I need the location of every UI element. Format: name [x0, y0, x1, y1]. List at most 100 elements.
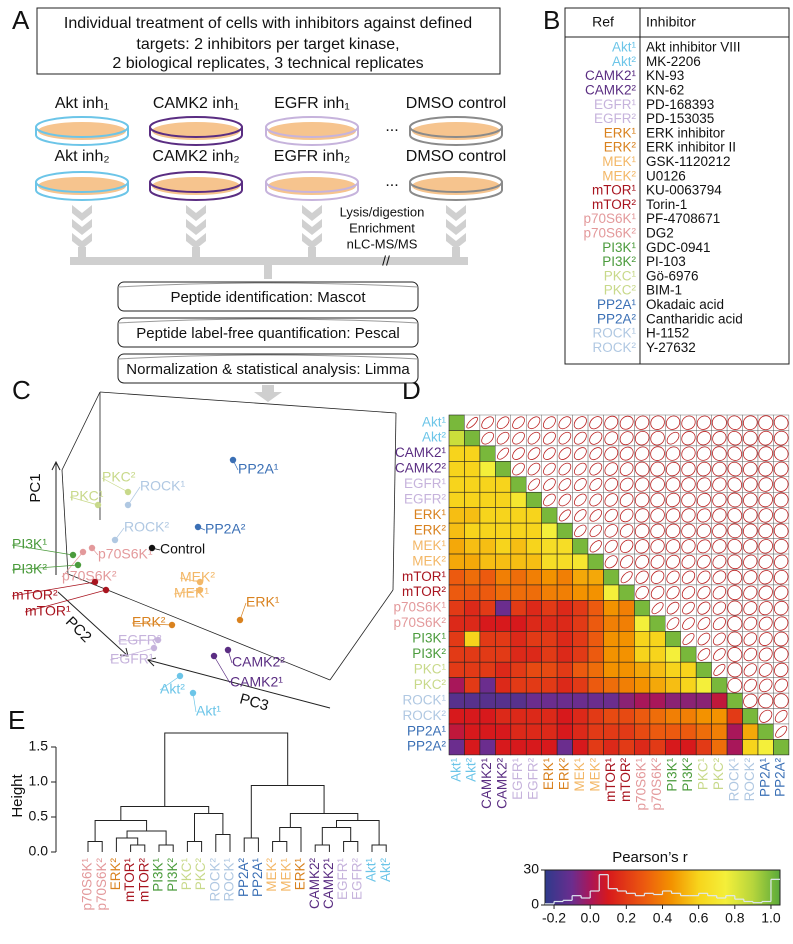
- heatmap-cell: [742, 723, 759, 740]
- upper-cell: [742, 492, 759, 508]
- upper-cell: [757, 414, 774, 431]
- dish-wall: [149, 127, 243, 146]
- leaf-label: PKC²: [193, 858, 208, 891]
- upper-cell: [726, 430, 743, 447]
- column-label: EGFR²: [526, 757, 541, 800]
- upper-cell: [680, 430, 697, 447]
- color-key: [544, 869, 781, 906]
- correlation-ellipse: [589, 493, 603, 507]
- heatmap-cell: [556, 708, 573, 725]
- upper-cell: [711, 414, 728, 431]
- point-label: PI3K¹: [12, 536, 47, 552]
- heatmap-cell: [587, 723, 604, 740]
- correlation-ellipse: [543, 493, 556, 507]
- heatmap-cell: [541, 584, 558, 601]
- key-x-tick-label: 0.0: [580, 910, 600, 926]
- flow-stem: [78, 247, 86, 261]
- correlation-ellipse: [543, 478, 556, 491]
- column-label: ERK²: [556, 757, 571, 790]
- heatmap-cell: [495, 646, 512, 663]
- upper-cell: [665, 553, 681, 570]
- cube-edge: [99, 391, 397, 414]
- table-inhibitor: ERK inhibitor II: [646, 140, 736, 155]
- heatmap-cell: [618, 708, 635, 725]
- correlation-ellipse: [558, 416, 572, 430]
- upper-cell: [634, 507, 651, 524]
- heatmap-cell: [572, 600, 589, 617]
- dish-label: DMSO control: [406, 148, 506, 165]
- heatmap-cell: [510, 677, 527, 694]
- dendrogram-link: [215, 834, 231, 852]
- upper-cell: [665, 414, 681, 431]
- leaf-label: CAMK2²: [307, 858, 322, 910]
- leaf-label: p70S6K¹: [80, 858, 95, 911]
- heatmap-cell: [541, 538, 558, 555]
- point-leader: [11, 581, 96, 597]
- correlation-ellipse: [634, 523, 650, 539]
- table-ref: p70S6K²: [583, 225, 636, 240]
- correlation-ellipse: [727, 446, 743, 461]
- correlation-ellipse: [712, 554, 727, 569]
- table-inhibitor: Gö-6976: [646, 268, 699, 283]
- correlation-ellipse: [558, 478, 572, 491]
- correlation-ellipse: [773, 461, 789, 477]
- upper-cell: [665, 584, 681, 601]
- correlation-ellipse: [696, 477, 712, 492]
- upper-cell: [726, 522, 743, 539]
- heatmap-cell: [495, 522, 512, 539]
- upper-cell: [742, 414, 759, 431]
- heatmap-cell: [479, 646, 496, 663]
- heatmap-cell: [479, 522, 496, 539]
- heatmap-cell: [634, 723, 651, 740]
- upper-cell: [711, 600, 728, 617]
- correlation-ellipse: [773, 538, 789, 554]
- upper-cell: [495, 445, 512, 462]
- correlation-ellipse: [681, 554, 696, 569]
- heatmap-cell: [680, 708, 697, 725]
- correlation-ellipse: [711, 415, 727, 431]
- correlation-ellipse: [527, 416, 541, 430]
- heatmap-cell: [525, 553, 542, 570]
- correlation-ellipse: [774, 709, 788, 723]
- upper-cell: [665, 476, 681, 493]
- upper-cell: [742, 507, 759, 524]
- upper-cell: [742, 692, 759, 709]
- correlation-ellipse: [696, 446, 712, 461]
- upper-cell: [726, 600, 743, 617]
- pca-point: [94, 501, 102, 509]
- diagonal-cell: [556, 522, 573, 539]
- upper-cell: [711, 569, 728, 586]
- correlation-ellipse: [743, 492, 758, 508]
- heatmap-cell: [495, 538, 512, 555]
- upper-cell: [649, 584, 666, 601]
- heatmap-cell: [556, 600, 573, 617]
- correlation-ellipse: [774, 616, 789, 631]
- correlation-ellipse: [542, 431, 556, 445]
- heatmap-cell: [634, 630, 651, 648]
- correlation-ellipse: [681, 492, 696, 508]
- correlation-ellipse: [666, 586, 680, 600]
- heatmap-cell: [495, 739, 512, 756]
- upper-cell: [665, 445, 681, 462]
- correlation-ellipse: [542, 416, 556, 430]
- correlation-ellipse: [604, 524, 618, 538]
- heatmap-cell: [634, 615, 651, 632]
- heatmap-cell: [525, 538, 542, 555]
- heatmap-cell: [525, 646, 542, 663]
- heatmap-cell: [603, 739, 620, 756]
- heatmap-cell: [603, 600, 620, 617]
- table-frame: [564, 7, 790, 365]
- heatmap-cell: [711, 708, 728, 725]
- flow-arrow: [446, 205, 466, 221]
- upper-cell: [757, 631, 774, 647]
- heatmap-cell: [649, 708, 666, 725]
- leaf-label: PP2A¹: [250, 858, 265, 898]
- table-ref: PKC¹: [604, 268, 637, 283]
- heatmap-cell: [541, 646, 558, 663]
- heatmap-cell: [556, 615, 573, 632]
- heatmap-cell: [695, 692, 712, 709]
- diagonal-cell: [587, 553, 604, 570]
- heatmap-cell: [510, 491, 527, 508]
- correlation-ellipse: [619, 431, 634, 446]
